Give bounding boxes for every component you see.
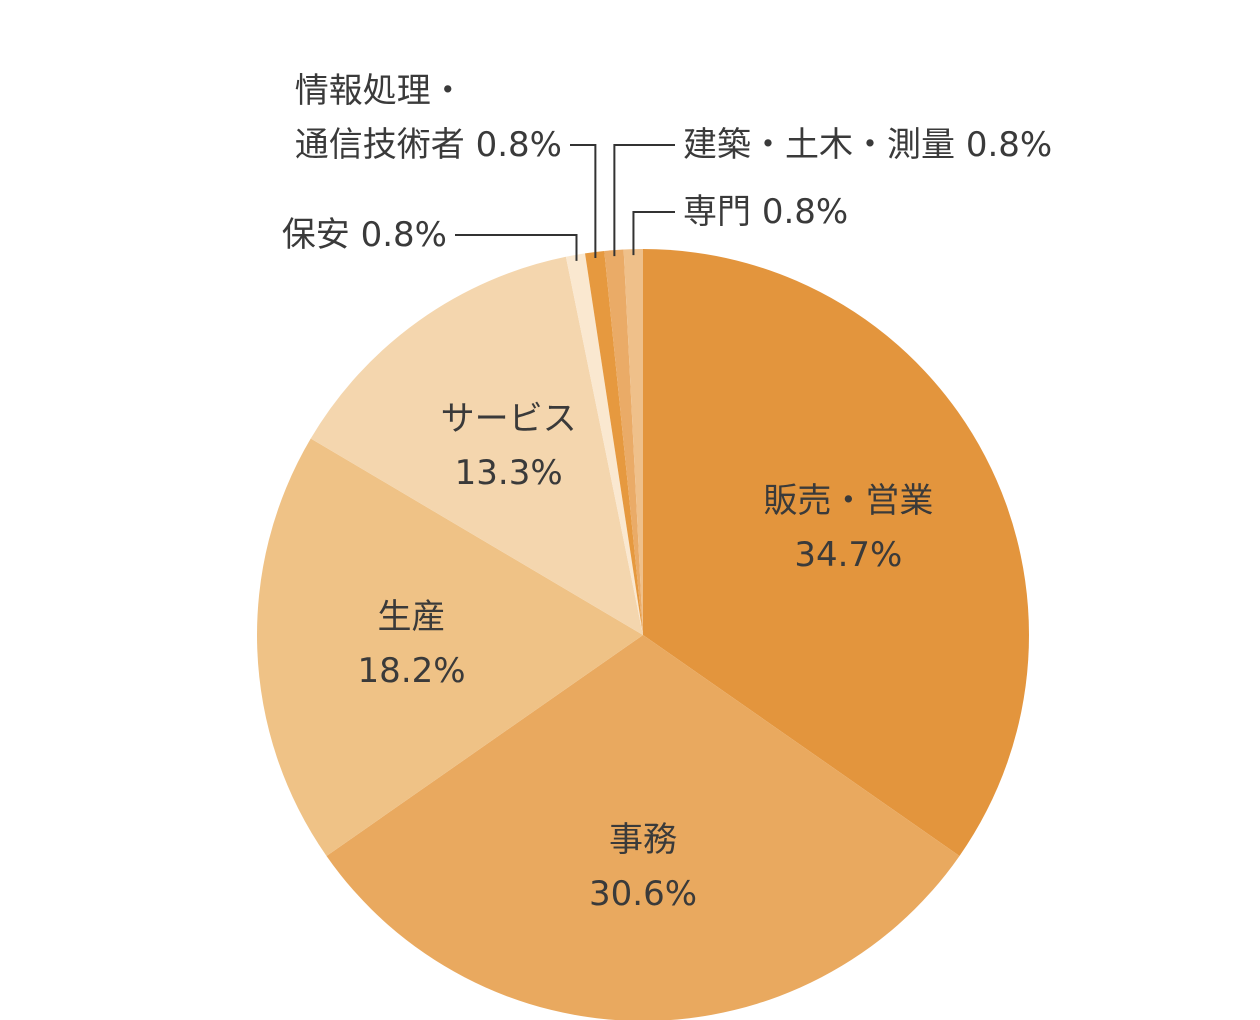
value-label: 0.8% (360, 215, 447, 255)
category-label: 販売・営業 (763, 480, 934, 521)
value-label: 0.8% (965, 125, 1053, 165)
leader-line (613, 144, 675, 257)
category-label: 保安 (281, 215, 350, 255)
category-label: 事務 (608, 819, 677, 860)
slice-label: サービス 13.3% (441, 392, 577, 500)
category-label: 建築・土木・測量 (683, 125, 955, 165)
slice-label: 事務 30.6% (589, 813, 697, 921)
category-label: サービス (440, 399, 577, 440)
pie-slice (310, 256, 643, 635)
value-label: 18.2% (357, 650, 466, 691)
pie-slice (326, 635, 960, 1020)
pie-slice (643, 249, 1030, 856)
slice-label: 情報処理・ 通信技術者 0.8% (295, 64, 562, 172)
category-label: 生産 (377, 596, 446, 637)
value-label: 0.8% (761, 192, 849, 232)
value-label: 0.8% (475, 125, 562, 165)
leader-line (570, 144, 597, 258)
value-label: 13.3% (454, 453, 563, 494)
pie-slice (604, 249, 643, 635)
slice-label: 専門 0.8% (683, 185, 848, 239)
category-label: 情報処理・ 通信技術者 (294, 71, 465, 165)
leader-line (455, 234, 578, 261)
category-label: 専門 (683, 192, 751, 232)
pie-slice (256, 438, 643, 856)
pie-slice (623, 249, 643, 635)
slice-label: 保安 0.8% (282, 208, 447, 262)
slice-label: 生産 18.2% (358, 590, 466, 698)
leader-line (632, 211, 675, 256)
slice-label: 建築・土木・測量 0.8% (683, 118, 1052, 172)
slice-label: 販売・営業 34.7% (763, 474, 933, 582)
value-label: 30.6% (588, 873, 698, 914)
value-label: 34.7% (794, 534, 903, 575)
pie-slice (565, 253, 643, 635)
pie-slice (585, 250, 643, 635)
